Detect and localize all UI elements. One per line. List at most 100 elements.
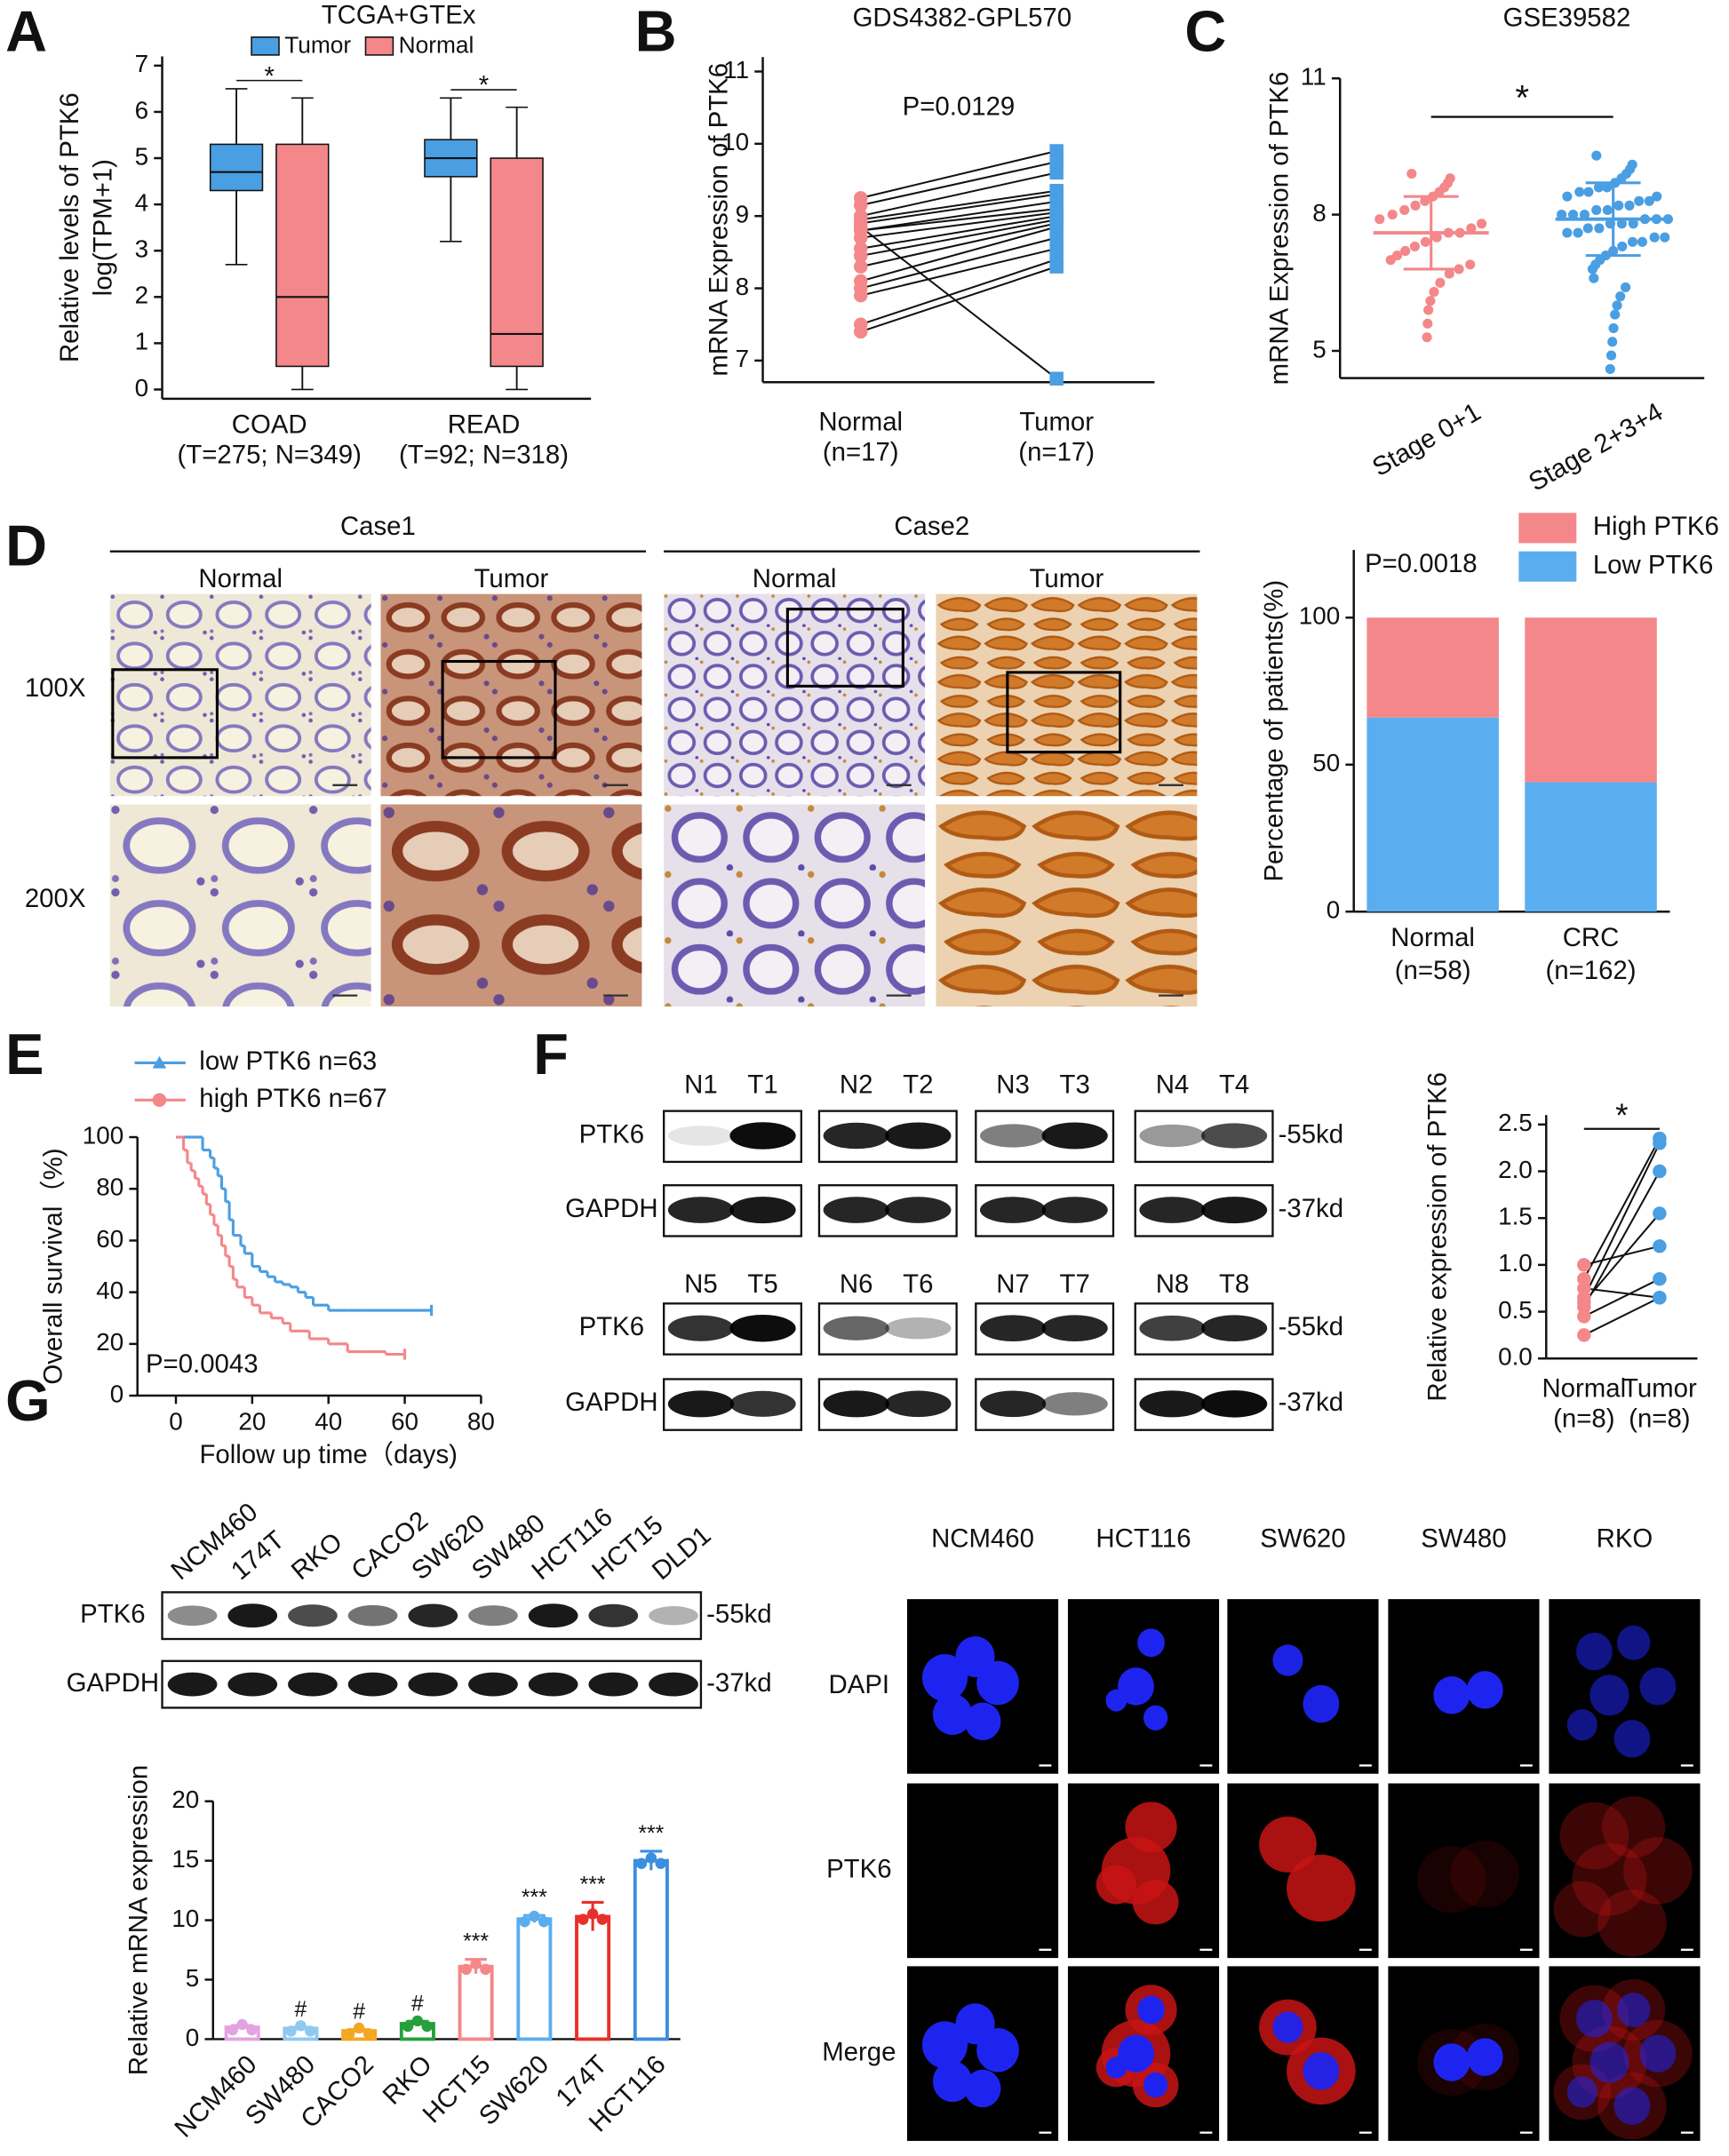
blot-band (288, 1604, 338, 1627)
y-tick-label: 9 (736, 201, 749, 228)
fluorescence-image (1388, 1783, 1540, 1959)
lane-label: T3 (1060, 1070, 1090, 1100)
blot-frame (662, 1302, 803, 1356)
column-label: NCM460 (931, 1524, 1034, 1553)
lane-label: N1 (684, 1070, 718, 1100)
blot-frame (817, 1378, 958, 1431)
point (1400, 245, 1411, 257)
x-tick-note: (T=275; N=349) (178, 441, 362, 470)
y-tick-label: 2 (135, 282, 148, 309)
bar (516, 1917, 553, 2041)
size-label: -55kd (1279, 1312, 1343, 1341)
micrograph (109, 804, 371, 1007)
bar-segment (1366, 717, 1499, 912)
cytoplasm (1598, 1889, 1667, 1957)
cytoplasm (1553, 1881, 1612, 1937)
y-axis-label: log(TPM+1) (88, 159, 117, 296)
point (1577, 1309, 1591, 1324)
x-tick-note: (n=162) (1546, 956, 1637, 985)
blot-band (823, 1122, 889, 1150)
blot-band (528, 1603, 578, 1628)
blot-frame (1134, 1302, 1274, 1356)
micrograph (380, 593, 642, 797)
y-tick-label: 10 (721, 128, 749, 155)
blot-frame (662, 1378, 803, 1431)
nucleus (1590, 2041, 1629, 2083)
legend-marker (152, 1055, 167, 1069)
x-tick-label: NCM460 (169, 2049, 262, 2143)
row-label: 200X (25, 884, 86, 913)
significance-mark: # (411, 1992, 424, 2016)
blot-band (729, 1122, 796, 1150)
pair-line (1583, 1245, 1661, 1266)
bar-point-glyph (480, 1963, 491, 1976)
tissue (936, 804, 1198, 1007)
x-tick-label: 20 (238, 1407, 266, 1435)
significance-mark: * (479, 71, 489, 100)
panel-label: G (5, 1368, 51, 1433)
pair-line (860, 189, 1057, 221)
x-axis-label: Follow up time（days) (199, 1440, 458, 1469)
y-tick-label: 11 (723, 56, 749, 84)
column-label: Normal (198, 564, 283, 593)
x-tick-label: Normal (818, 407, 903, 436)
nucleus (921, 2021, 968, 2069)
lane-label: T4 (1219, 1070, 1249, 1100)
bar-segment (1366, 617, 1499, 718)
point (1613, 200, 1624, 211)
blot-frame (161, 1591, 703, 1641)
point (854, 230, 868, 245)
point (1579, 210, 1590, 220)
tissue (109, 804, 371, 1007)
blot-band (1200, 1390, 1268, 1418)
point (1573, 227, 1583, 238)
nucleus (1613, 1720, 1651, 1758)
column-label: SW480 (1421, 1524, 1506, 1553)
pair-line (860, 211, 1057, 239)
x-tick-note: (n=8) (1553, 1404, 1614, 1434)
blot-band (885, 1122, 952, 1150)
bar-point-glyph (411, 2015, 424, 2027)
y-tick-label: 5 (135, 142, 148, 170)
panel-label: F (533, 1022, 569, 1086)
nucleus (921, 1654, 968, 1702)
x-tick-label: Tumor (1622, 1374, 1697, 1404)
lane-label: T2 (903, 1070, 933, 1100)
point (1583, 187, 1594, 197)
point (1466, 223, 1477, 234)
bar-point-glyph (645, 1852, 657, 1864)
legend-swatch (1518, 551, 1577, 582)
blot-band (729, 1197, 796, 1224)
point (1591, 204, 1602, 216)
point (854, 249, 868, 263)
blot-band (408, 1672, 458, 1697)
blot-band (227, 1672, 278, 1697)
fluorescence-image (1227, 1599, 1379, 1774)
y-tick-label: 100 (83, 1121, 124, 1149)
pair-line (860, 219, 1057, 257)
y-tick-label: 1 (135, 328, 148, 355)
cytoplasm (1132, 1880, 1179, 1925)
pair-line (860, 150, 1057, 199)
pair-line (1582, 1142, 1661, 1299)
point (1653, 1291, 1667, 1305)
lane-label: T7 (1060, 1269, 1090, 1299)
size-label: -55kd (706, 1599, 771, 1628)
lane-label: N6 (840, 1269, 873, 1299)
point (1606, 350, 1617, 361)
blot-band (1200, 1123, 1268, 1149)
y-tick-label: 7 (135, 50, 148, 77)
point (1435, 277, 1446, 288)
fluorescence-image (1549, 1783, 1701, 1959)
point (1628, 219, 1638, 229)
point (1608, 322, 1619, 333)
blot-frame (817, 1184, 958, 1237)
protein-label: GAPDH (565, 1194, 657, 1223)
cytoplasm (1287, 1854, 1356, 1922)
annotation: P=0.0043 (146, 1349, 259, 1379)
point (1423, 305, 1434, 315)
y-tick-label: 1.5 (1498, 1203, 1533, 1230)
x-tick-label: 60 (391, 1407, 418, 1435)
lane-label: T5 (747, 1269, 777, 1299)
y-tick-label: 2.5 (1498, 1109, 1533, 1136)
